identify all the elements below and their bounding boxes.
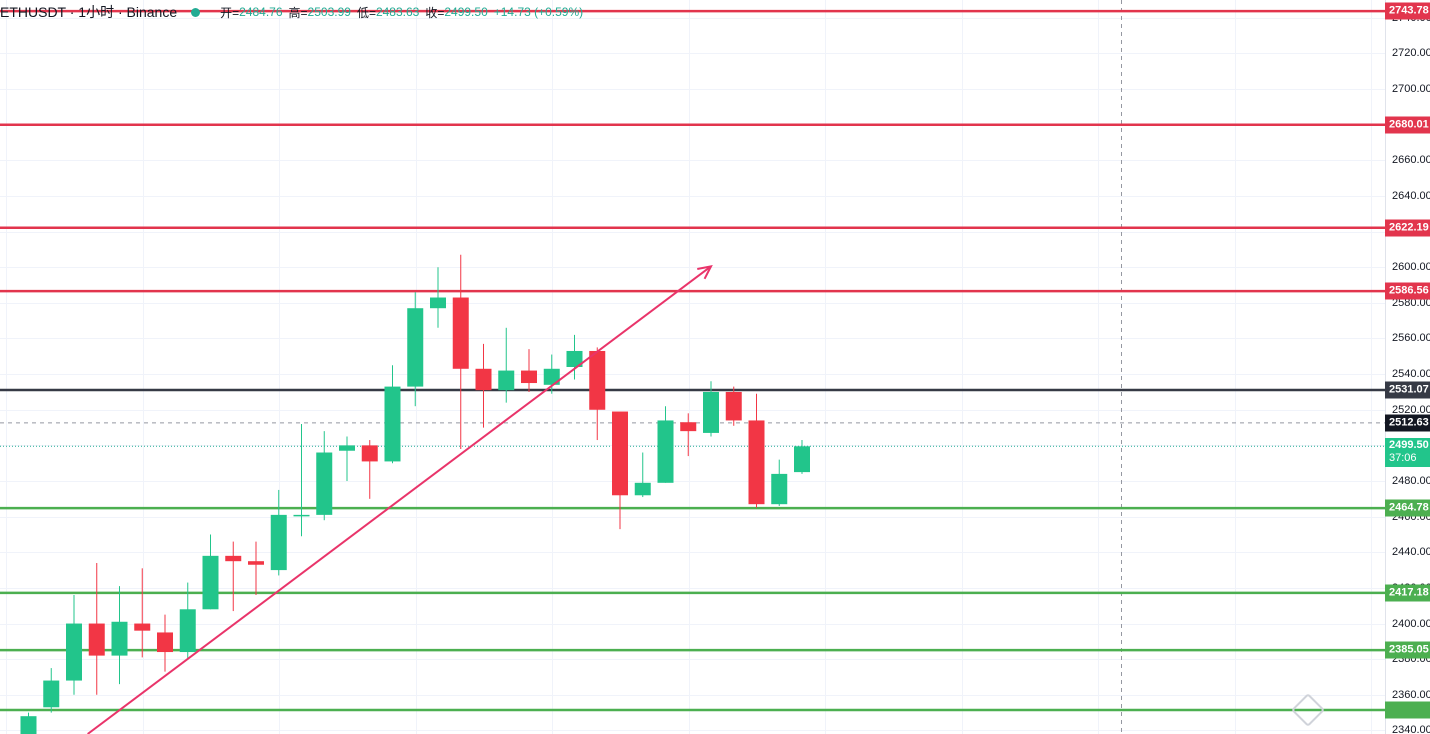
candle-body [566,350,583,367]
candle-body [725,391,742,421]
bar-countdown: 37:06 [1389,452,1417,465]
candle-body [225,555,242,562]
candle-body [612,411,628,496]
price-tick: 2660.00 [1392,154,1430,167]
candle-body [20,716,37,734]
candle-body [589,350,606,410]
candle-body [134,623,151,631]
candle-body [498,370,515,391]
price-tick: 2720.00 [1392,47,1430,60]
level-price-label [1385,701,1430,719]
price-tick: 2440.00 [1392,546,1430,559]
trend-arrow-head-icon [697,264,713,280]
price-tick: 2340.00 [1392,724,1430,734]
candle-body [407,308,424,387]
low-label: 低= [356,5,376,20]
high-value: 2503.99 [307,5,351,19]
candle-body [179,609,196,653]
candle-body [384,386,401,462]
candle-body [748,420,765,505]
candle-body [430,297,446,309]
candle-body [657,420,674,483]
candle-body [543,368,560,385]
candlestick-chart[interactable] [0,0,1385,734]
candle-body [202,555,219,610]
price-tick: 2640.00 [1392,189,1430,202]
candle-body [293,514,310,517]
market-status-dot-icon [191,7,201,17]
price-tick: 2540.00 [1392,368,1430,381]
level-price-label: 2743.78 [1385,2,1430,20]
crosshair-price-label: 2512.63 [1385,414,1430,432]
candle-body [794,446,810,473]
last-price-label: 2499.50 37:06 [1385,438,1430,468]
candle-body [634,482,651,496]
price-tick: 2520.00 [1392,403,1430,416]
price-tick: 2360.00 [1392,688,1430,701]
level-price-label: 2622.19 [1385,219,1430,237]
chart-area[interactable]: ETHUSDT · 1小时 · Binance 开= 2484.76 高= 25… [0,0,1385,734]
candle-body [248,561,264,565]
candle-body [703,391,719,433]
candle-body [43,680,60,708]
price-tick: 2580.00 [1392,296,1430,309]
last-price-value: 2499.50 [1389,439,1429,452]
price-tick: 2400.00 [1392,617,1430,630]
price-tick: 2480.00 [1392,475,1430,488]
candle-body [111,621,128,656]
binance-square-logo-icon [1291,693,1325,727]
candle-body [157,632,173,653]
level-price-label: 2680.01 [1385,116,1430,134]
close-value: 2499.50 [444,5,488,19]
candle-body [316,452,333,515]
candle-body [270,514,287,571]
watermark [1291,693,1325,727]
open-value: 2484.76 [239,5,283,19]
candle-body [521,370,537,384]
candle-body [66,623,82,681]
level-price-label: 2464.78 [1385,499,1430,517]
low-value: 2483.63 [375,5,420,19]
candle-body [452,297,469,369]
level-price-label: 2417.18 [1385,584,1430,602]
level-price-label: 2385.05 [1385,641,1430,659]
change-value: +14.73 (+0.59%) [493,5,584,19]
price-scale[interactable]: 2740.002720.002700.002680.002660.002640.… [1385,0,1430,734]
price-tick: 2560.00 [1392,332,1430,345]
price-tick: 2600.00 [1392,261,1430,274]
level-price-label: 2586.56 [1385,282,1430,300]
trend-line [87,265,712,734]
candle-body [680,422,697,432]
candle-body [88,623,105,656]
candle-body [475,368,492,391]
high-label: 高= [288,5,308,20]
symbol-title[interactable]: ETHUSDT · 1小时 · Binance [0,4,178,20]
close-label: 收= [425,5,445,20]
candle-body [339,445,355,451]
candle-body [771,473,788,505]
open-label: 开= [220,5,240,20]
candle-body [361,445,378,462]
symbol-info-bar: ETHUSDT · 1小时 · Binance 开= 2484.76 高= 25… [0,2,589,22]
price-tick: 2700.00 [1392,83,1430,96]
level-price-label: 2531.07 [1385,381,1430,399]
